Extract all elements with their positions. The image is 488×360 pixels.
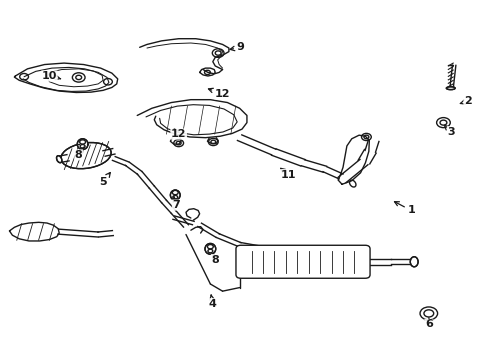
Text: 1: 1 — [394, 202, 414, 216]
Text: 11: 11 — [280, 168, 296, 180]
Ellipse shape — [57, 156, 62, 163]
Ellipse shape — [204, 243, 215, 254]
Text: 3: 3 — [444, 125, 454, 136]
Ellipse shape — [446, 87, 454, 90]
Text: 9: 9 — [229, 42, 244, 52]
Text: 8: 8 — [75, 148, 82, 160]
Text: 8: 8 — [211, 253, 219, 265]
Text: 5: 5 — [99, 172, 110, 187]
Ellipse shape — [61, 143, 111, 169]
Ellipse shape — [170, 190, 180, 200]
Ellipse shape — [409, 257, 417, 267]
Text: 6: 6 — [424, 318, 432, 329]
Text: 10: 10 — [41, 71, 61, 81]
Ellipse shape — [77, 139, 88, 149]
Text: 12: 12 — [171, 129, 186, 139]
Text: 4: 4 — [208, 295, 216, 309]
Text: 12: 12 — [208, 88, 230, 99]
FancyBboxPatch shape — [236, 245, 369, 278]
Text: 7: 7 — [172, 197, 180, 210]
Text: 2: 2 — [459, 96, 471, 106]
